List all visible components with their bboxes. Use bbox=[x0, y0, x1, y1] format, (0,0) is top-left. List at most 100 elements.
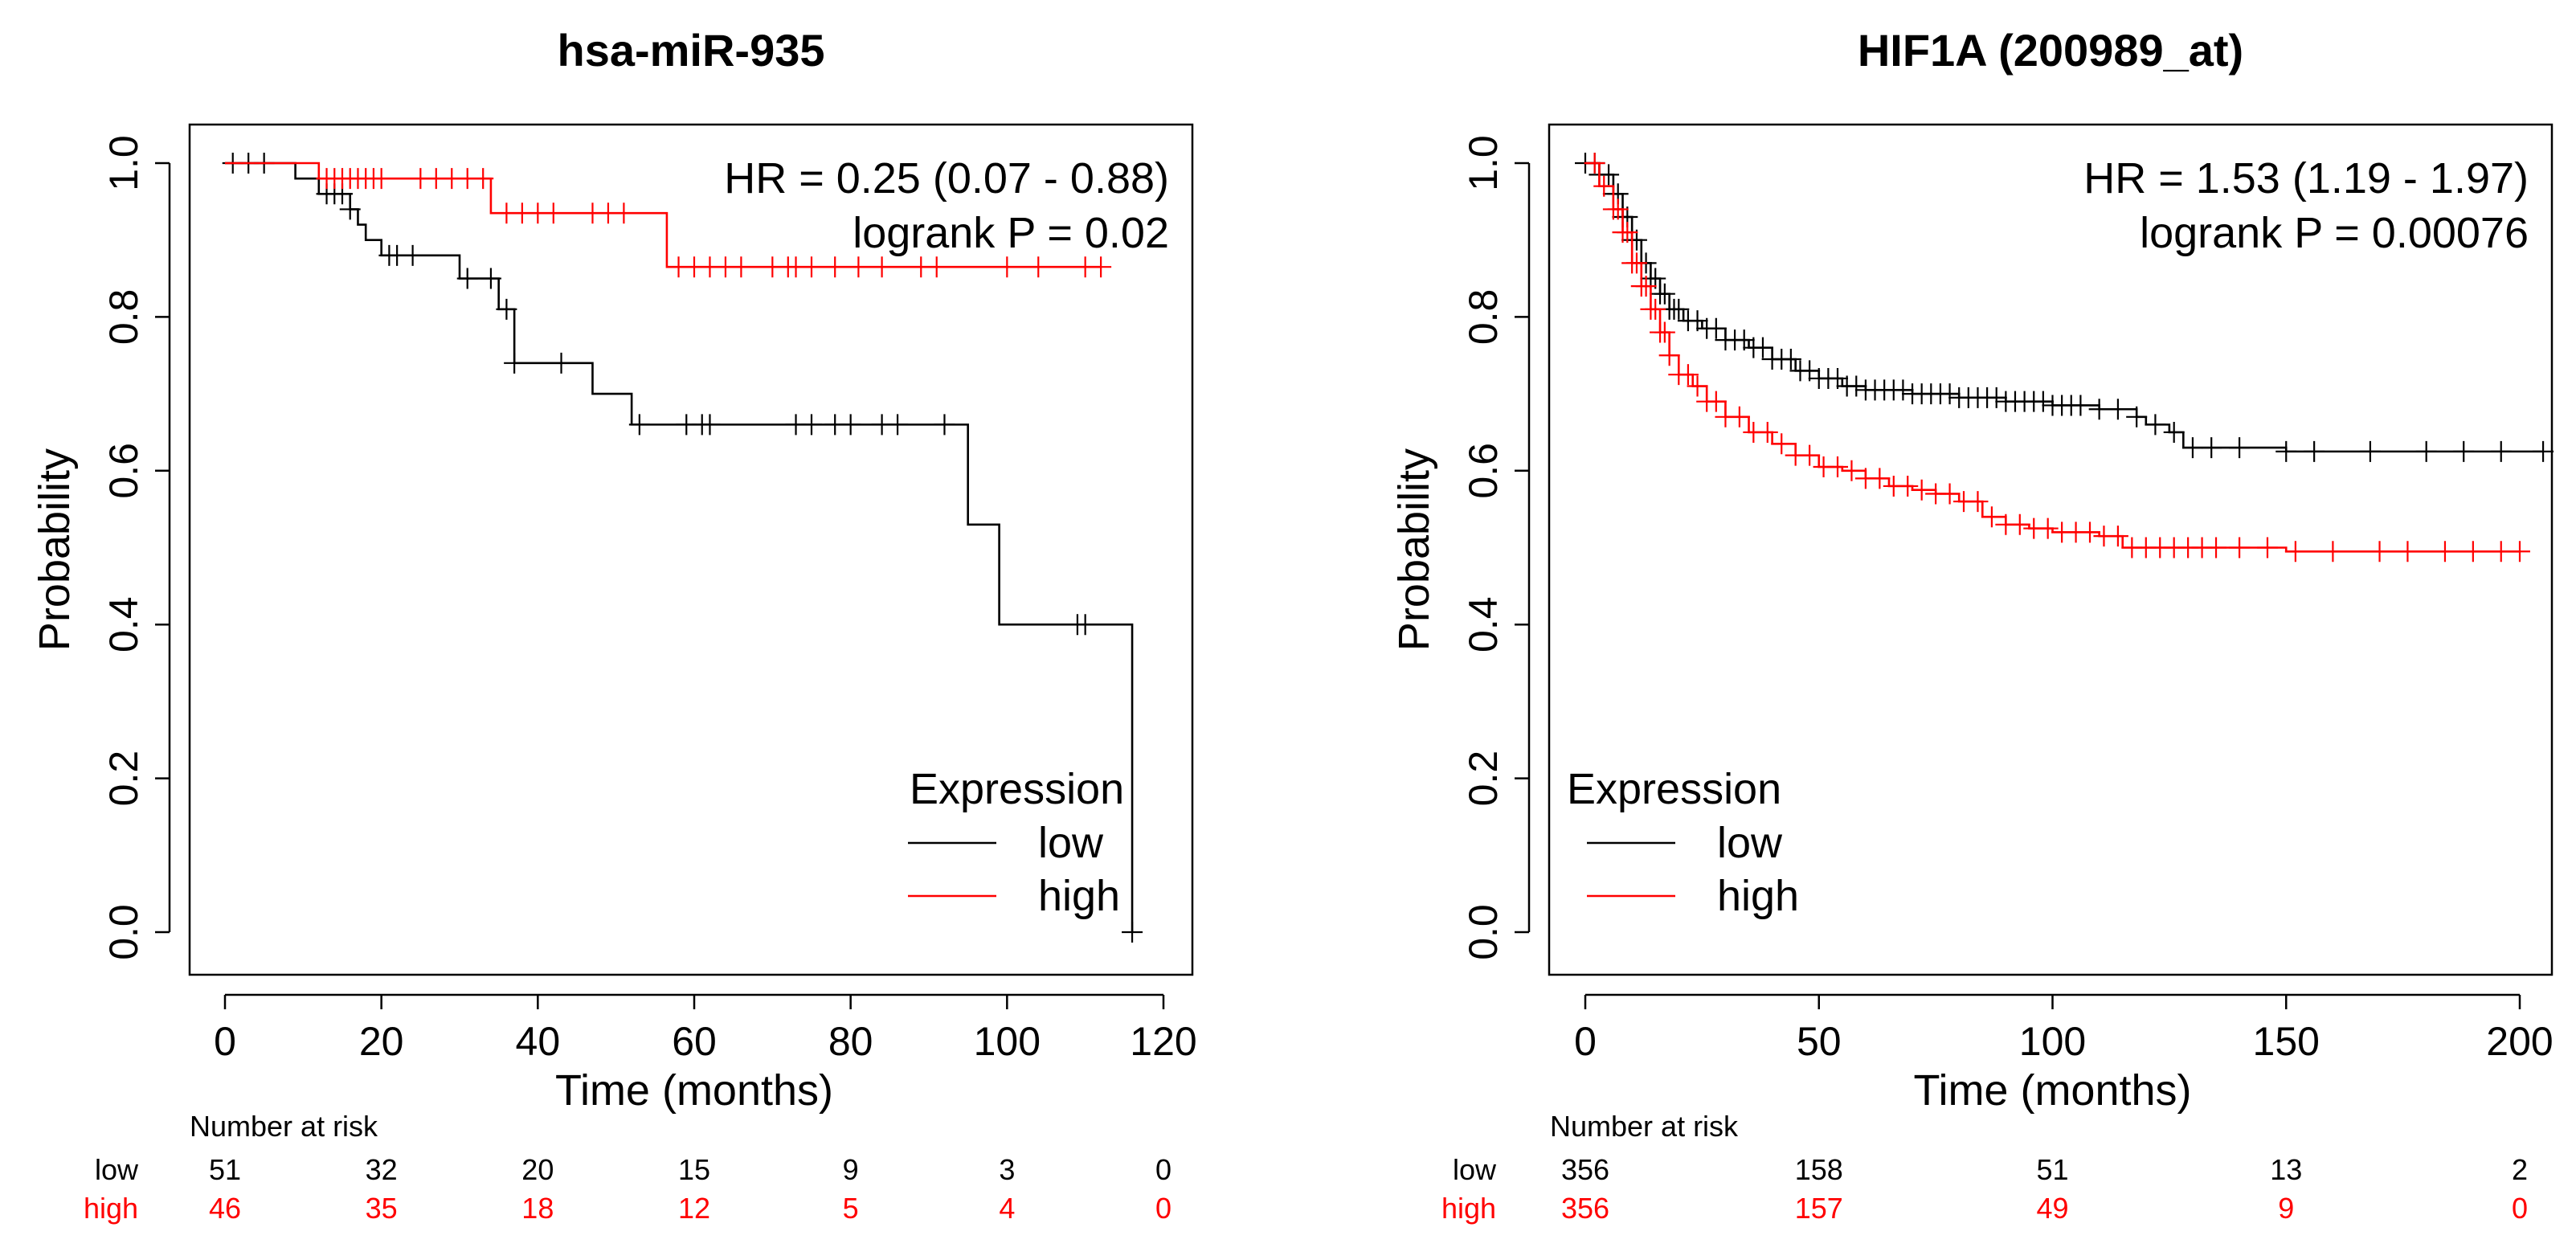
censor-mark-high bbox=[2037, 518, 2059, 539]
censor-mark-low bbox=[2415, 440, 2437, 462]
censor-mark-high bbox=[1635, 276, 1657, 297]
risk-row-label-high: high bbox=[1441, 1192, 1496, 1225]
censor-mark-low bbox=[2453, 440, 2475, 462]
risk-value: 18 bbox=[521, 1192, 554, 1225]
censor-mark-high bbox=[1756, 421, 1778, 443]
logrank-annotation: logrank P = 0.00076 bbox=[2140, 209, 2529, 257]
risk-value: 157 bbox=[1795, 1192, 1843, 1225]
censor-mark-high bbox=[2206, 537, 2227, 558]
censor-mark-high bbox=[1658, 345, 1680, 366]
y-tick-label: 0.0 bbox=[1461, 904, 1506, 960]
y-tick-label: 0.2 bbox=[101, 751, 146, 807]
censor-mark-low bbox=[1598, 164, 1620, 186]
risk-value: 3 bbox=[999, 1153, 1015, 1186]
censor-mark-high bbox=[1617, 222, 1638, 243]
x-tick-label: 0 bbox=[1574, 1019, 1597, 1064]
y-tick-label: 0.8 bbox=[1461, 289, 1506, 346]
censor-mark-high bbox=[1981, 506, 2002, 528]
censor-mark-high bbox=[613, 202, 635, 224]
legend-label-low: low bbox=[1038, 819, 1104, 867]
risk-value: 356 bbox=[1561, 1153, 1609, 1186]
risk-row-label-low: low bbox=[1453, 1153, 1497, 1186]
censor-mark-high bbox=[1028, 256, 1049, 278]
censor-mark-high bbox=[824, 256, 846, 278]
censor-mark-low bbox=[456, 268, 478, 289]
censor-mark-low bbox=[1892, 379, 1914, 401]
censor-mark-low bbox=[1074, 614, 1096, 636]
risk-value: 0 bbox=[2512, 1192, 2528, 1225]
censor-mark-low bbox=[2359, 440, 2381, 462]
x-tick-label: 0 bbox=[214, 1019, 236, 1064]
censor-mark-low bbox=[2145, 414, 2166, 436]
censor-mark-high bbox=[926, 256, 947, 278]
censor-mark-high bbox=[370, 168, 392, 190]
y-tick-label: 0.8 bbox=[101, 289, 146, 346]
km-curve-low bbox=[1585, 162, 2544, 453]
risk-value: 15 bbox=[678, 1153, 710, 1186]
censor-mark-high bbox=[542, 202, 564, 224]
censor-mark-low bbox=[496, 298, 517, 320]
x-tick-label: 80 bbox=[828, 1019, 873, 1064]
censor-mark-high bbox=[472, 168, 494, 190]
censor-mark-low bbox=[2032, 391, 2054, 412]
censor-mark-low bbox=[1705, 317, 1727, 339]
y-tick-label: 1.0 bbox=[1461, 135, 1506, 191]
censor-mark-high bbox=[1593, 175, 1615, 197]
censor-mark-low bbox=[1780, 349, 1801, 370]
risk-value: 51 bbox=[209, 1153, 241, 1186]
censor-mark-low bbox=[1122, 922, 1143, 943]
censor-mark-high bbox=[2462, 541, 2484, 562]
censor-mark-low bbox=[2201, 437, 2222, 459]
risk-value: 20 bbox=[521, 1153, 554, 1186]
censor-mark-high bbox=[2079, 522, 2101, 543]
censor-mark-high bbox=[1939, 483, 1961, 505]
censor-mark-high bbox=[2490, 541, 2512, 562]
legend-title: Expression bbox=[910, 765, 1124, 813]
risk-table-header: Number at risk bbox=[190, 1110, 378, 1143]
y-tick-label: 0.2 bbox=[1461, 751, 1506, 807]
censor-mark-low bbox=[2070, 395, 2091, 416]
censor-mark-low bbox=[1668, 298, 1690, 320]
censor-mark-high bbox=[1771, 433, 1793, 455]
censor-mark-high bbox=[1967, 491, 1989, 513]
risk-value: 35 bbox=[366, 1192, 398, 1225]
risk-value: 9 bbox=[2278, 1192, 2294, 1225]
risk-table-header: Number at risk bbox=[1550, 1110, 1739, 1143]
censor-mark-high bbox=[1654, 321, 1675, 343]
risk-value: 49 bbox=[2036, 1192, 2068, 1225]
censor-mark-high bbox=[2397, 541, 2419, 562]
y-axis-title: Probability bbox=[1390, 448, 1438, 651]
hr-annotation: HR = 0.25 (0.07 - 0.88) bbox=[724, 154, 1169, 202]
risk-value: 12 bbox=[678, 1192, 710, 1225]
censor-mark-high bbox=[1607, 198, 1629, 220]
legend-label-high: high bbox=[1717, 872, 1799, 920]
x-axis-title: Time (months) bbox=[1913, 1066, 2191, 1115]
chart-panel-2: HIF1A (200989_at) 0 50 100 150 200 Time (month… bbox=[1390, 25, 2554, 1225]
censor-mark-high bbox=[1841, 460, 1862, 481]
censor-mark-low bbox=[801, 414, 822, 436]
x-tick-label: 150 bbox=[2253, 1019, 2320, 1064]
censor-mark-high bbox=[1897, 475, 1919, 497]
censor-mark-high bbox=[1869, 468, 1891, 489]
risk-value: 2 bbox=[2512, 1153, 2528, 1186]
censor-mark-low bbox=[2126, 406, 2148, 428]
x-tick-label: 100 bbox=[2019, 1019, 2086, 1064]
risk-value: 13 bbox=[2270, 1153, 2302, 1186]
y-tick-label: 0.6 bbox=[1461, 443, 1506, 499]
chart-title: hsa-miR-935 bbox=[557, 25, 824, 76]
censor-mark-low bbox=[2107, 399, 2128, 420]
risk-value: 5 bbox=[843, 1192, 859, 1225]
risk-row-label-low: low bbox=[95, 1153, 139, 1186]
hr-annotation: HR = 1.53 (1.19 - 1.97) bbox=[2083, 154, 2529, 202]
y-tick-label: 0.0 bbox=[101, 904, 146, 960]
censor-mark-low bbox=[2275, 440, 2297, 462]
legend-label-high: high bbox=[1038, 872, 1120, 920]
censor-mark-low bbox=[480, 268, 501, 289]
censor-mark-low bbox=[2229, 437, 2251, 459]
censor-mark-low bbox=[1985, 387, 2007, 408]
risk-value: 0 bbox=[1155, 1153, 1171, 1186]
censor-mark-low bbox=[504, 352, 525, 374]
censor-mark-low bbox=[1939, 383, 1961, 405]
